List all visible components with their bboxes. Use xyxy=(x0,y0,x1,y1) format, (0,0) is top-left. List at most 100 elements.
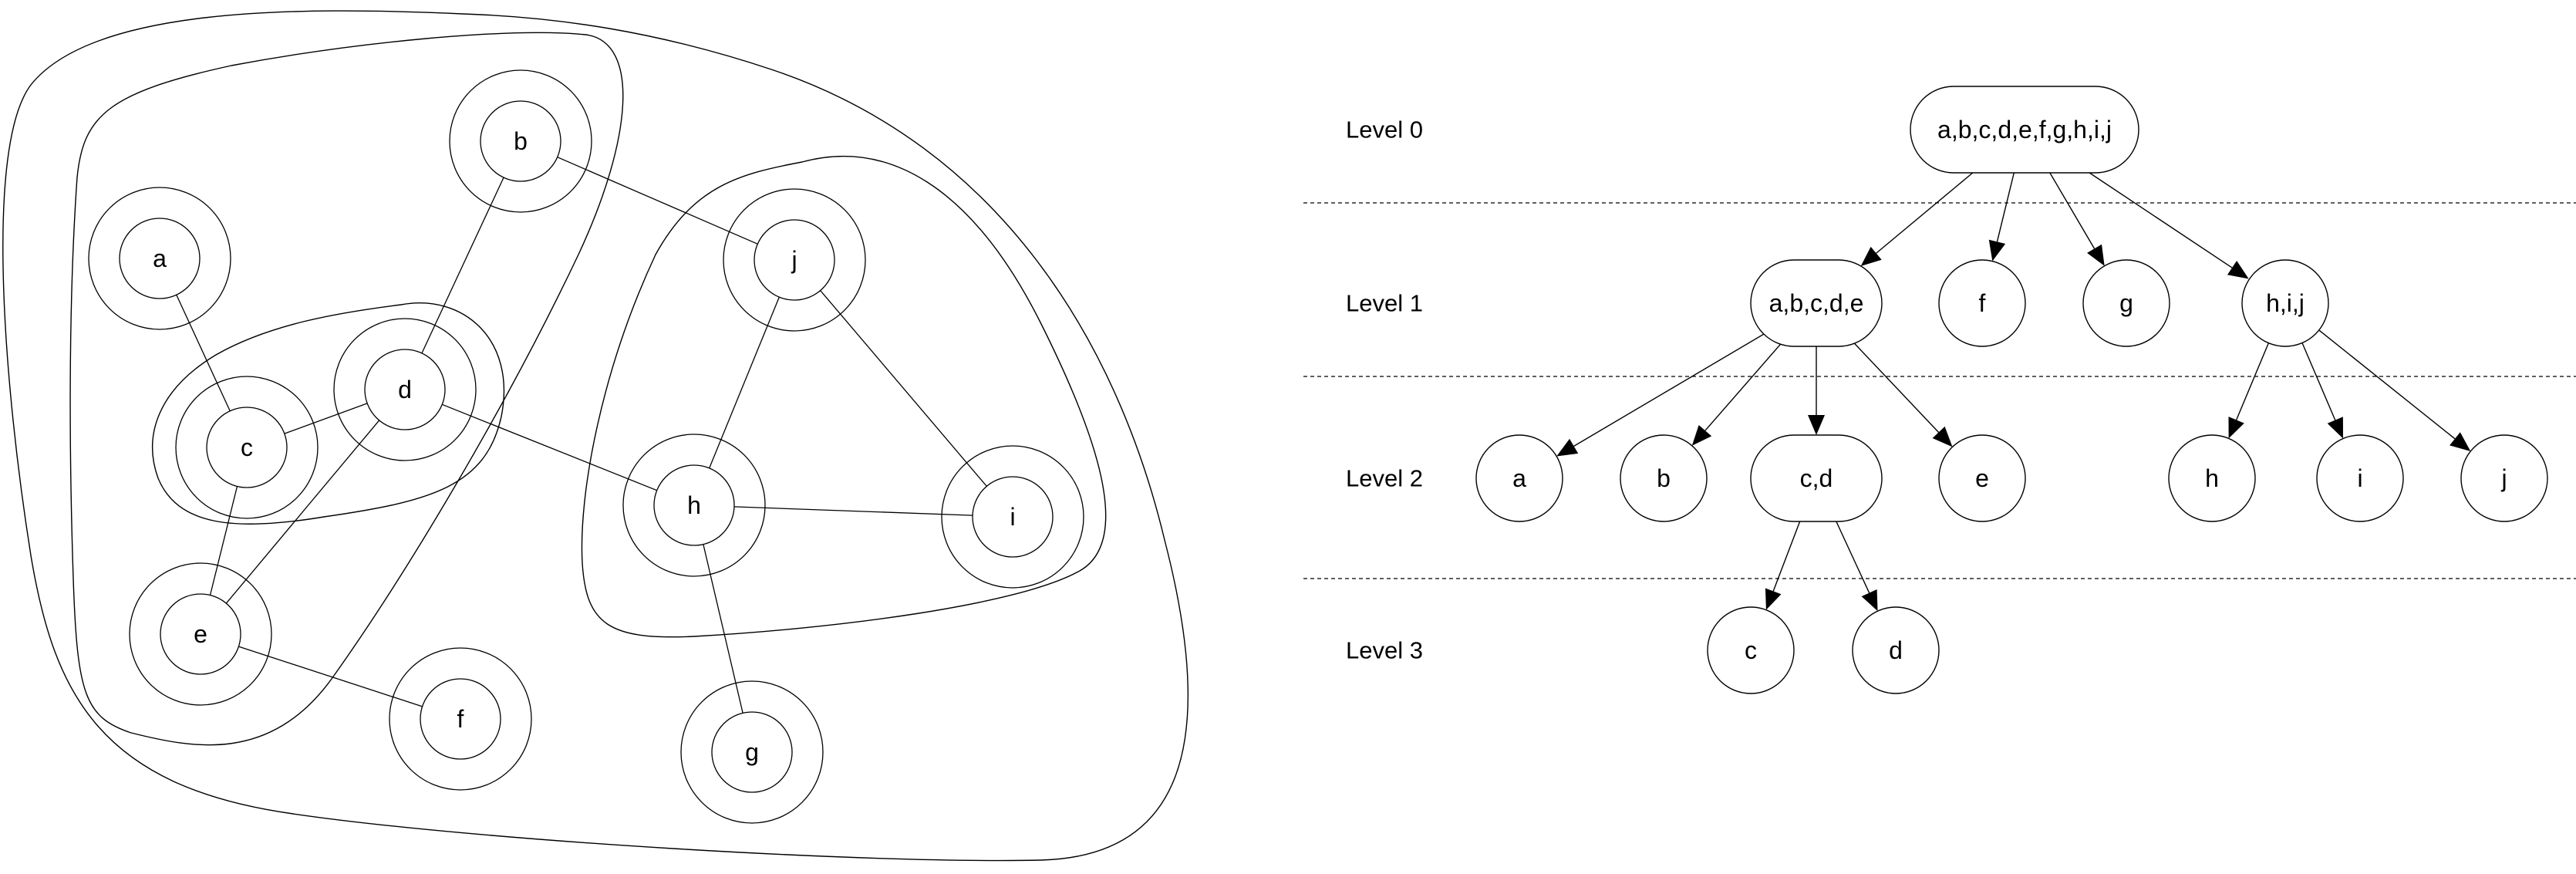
graph-edge-c-e xyxy=(209,486,238,596)
graph-node-inner-ring xyxy=(754,219,835,301)
graph-node-c: c xyxy=(175,376,319,519)
tree-node-label: h xyxy=(2205,464,2219,492)
tree-edge-abcde-a xyxy=(1556,333,1765,457)
tree-edge-arrowhead xyxy=(2227,260,2249,279)
graph-node-a: a xyxy=(88,187,231,330)
tree-edge-abcde-cd xyxy=(1808,346,1825,435)
level-label-0: Level 0 xyxy=(1346,116,1423,143)
tree-node-g: g xyxy=(2082,259,2170,347)
tree-edge-abcde-b xyxy=(1691,343,1782,446)
tree-edge-hij-h xyxy=(2228,343,2269,439)
graph-node-outer-ring xyxy=(941,445,1084,589)
tree-node-shape xyxy=(2316,434,2404,522)
graph-node-i: i xyxy=(941,445,1084,589)
tree-node-label: c,d xyxy=(1800,464,1833,492)
graph-edge-j-i xyxy=(820,290,987,487)
tree-edge-line xyxy=(2089,172,2233,268)
tree-node-label: g xyxy=(2119,289,2133,317)
tree-node-label: a,b,c,d,e xyxy=(1769,289,1864,317)
tree-node-shape xyxy=(1938,434,2026,522)
tree-edge-arrowhead xyxy=(2228,417,2244,439)
tree-edge-abcde-e xyxy=(1853,343,1953,447)
tree-edge-arrowhead xyxy=(1860,246,1882,266)
cluster-outline-hij xyxy=(581,156,1107,638)
graph-node-e: e xyxy=(129,562,272,706)
tree-node-shape xyxy=(2168,434,2256,522)
tree-edge-root-hij xyxy=(2089,172,2249,279)
tree-node-label: c xyxy=(1745,636,1757,664)
tree-edge-line xyxy=(1836,521,1870,593)
tree-node-label: j xyxy=(2500,464,2507,492)
graph-node-outer-ring xyxy=(622,434,766,577)
graph-node-outer-ring xyxy=(449,69,592,213)
tree-edge-root-g xyxy=(2049,172,2105,266)
graph-edges xyxy=(176,157,987,714)
tree-node-c: c xyxy=(1707,606,1795,694)
tree-node-cd: c,d xyxy=(1750,434,1883,522)
tree-node-h: h xyxy=(2168,434,2256,522)
tree-edge-root-abcde xyxy=(1860,172,1974,266)
graph-node-h: h xyxy=(622,434,766,577)
level-label-2: Level 2 xyxy=(1346,465,1423,492)
graph-edge-j-h xyxy=(709,296,780,469)
graph-node-label: d xyxy=(398,376,412,403)
tree-node-root: a,b,c,d,e,f,g,h,i,j xyxy=(1910,86,2139,174)
graph-node-inner-ring xyxy=(206,407,288,488)
tree-edge-line xyxy=(2236,343,2269,420)
tree-node-i: i xyxy=(2316,434,2404,522)
tree-edge-arrowhead xyxy=(1808,415,1825,435)
graph-edge-b-j xyxy=(557,157,758,245)
tree-node-shape xyxy=(1852,606,1940,694)
tree-edge-hij-i xyxy=(2301,343,2343,439)
tree-node-shape xyxy=(1910,86,2139,174)
graph-edge-e-f xyxy=(238,646,423,707)
graph-node-outer-ring xyxy=(129,562,272,706)
tree-edge-line xyxy=(2318,329,2456,440)
tree-node-shape xyxy=(2460,434,2548,522)
graph-node-label: g xyxy=(745,738,759,766)
tree-edge-line xyxy=(2049,172,2096,249)
cluster-outlines xyxy=(2,10,1189,862)
graph-node-inner-ring xyxy=(972,476,1054,558)
graph-node-inner-ring xyxy=(480,100,561,182)
tree-nodes: a,b,c,d,e,f,g,h,i,j a,b,c,d,e f g h,i,j a b c,d… xyxy=(1475,86,2548,694)
tree-edge-arrowhead xyxy=(1556,438,1579,457)
tree-node-e: e xyxy=(1938,434,2026,522)
tree-edge-arrowhead xyxy=(1861,589,1878,612)
graph-node-inner-ring xyxy=(420,678,501,760)
graph-edge-h-i xyxy=(733,506,973,516)
level-label-1: Level 1 xyxy=(1346,290,1423,317)
graph-node-f: f xyxy=(389,647,532,791)
graph-node-inner-ring xyxy=(653,464,735,546)
graph-node-label: j xyxy=(791,246,797,274)
cluster-outline-all xyxy=(2,10,1189,862)
tree-node-j: j xyxy=(2460,434,2548,522)
cluster-outline-abcde xyxy=(69,32,624,746)
graph-node-outer-ring xyxy=(723,188,866,332)
tree-node-label: b xyxy=(1657,464,1671,492)
tree-edge-cd-c xyxy=(1765,521,1801,610)
tree-edge-arrowhead xyxy=(2450,432,2471,452)
tree-node-abcde: a,b,c,d,e xyxy=(1750,259,1883,347)
tree-node-label: i xyxy=(2357,464,2362,492)
graph-node-label: i xyxy=(1010,503,1015,531)
graph-node-b: b xyxy=(449,69,592,213)
tree-edge-line xyxy=(1996,172,2015,242)
tree-edge-line xyxy=(2301,343,2336,420)
tree-node-f: f xyxy=(1938,259,2026,347)
graph-node-label: b xyxy=(514,127,528,155)
graph-node-outer-ring xyxy=(389,647,532,791)
tree-node-label: f xyxy=(1979,289,1986,317)
tree-node-hij: h,i,j xyxy=(2241,259,2329,347)
level-labels: Level 0 Level 1 Level 2 Level 3 xyxy=(1346,116,1423,664)
tree-edge-arrowhead xyxy=(2087,244,2105,266)
tree-node-shape xyxy=(1938,259,2026,347)
tree-node-shape xyxy=(2241,259,2329,347)
tree-node-shape xyxy=(1707,606,1795,694)
graph-node-inner-ring xyxy=(364,349,446,430)
tree-edge-root-f xyxy=(1988,172,2015,262)
tree-edge-arrowhead xyxy=(1765,588,1782,610)
tree-node-shape xyxy=(1750,259,1883,347)
graph-edge-c-d xyxy=(284,403,368,434)
